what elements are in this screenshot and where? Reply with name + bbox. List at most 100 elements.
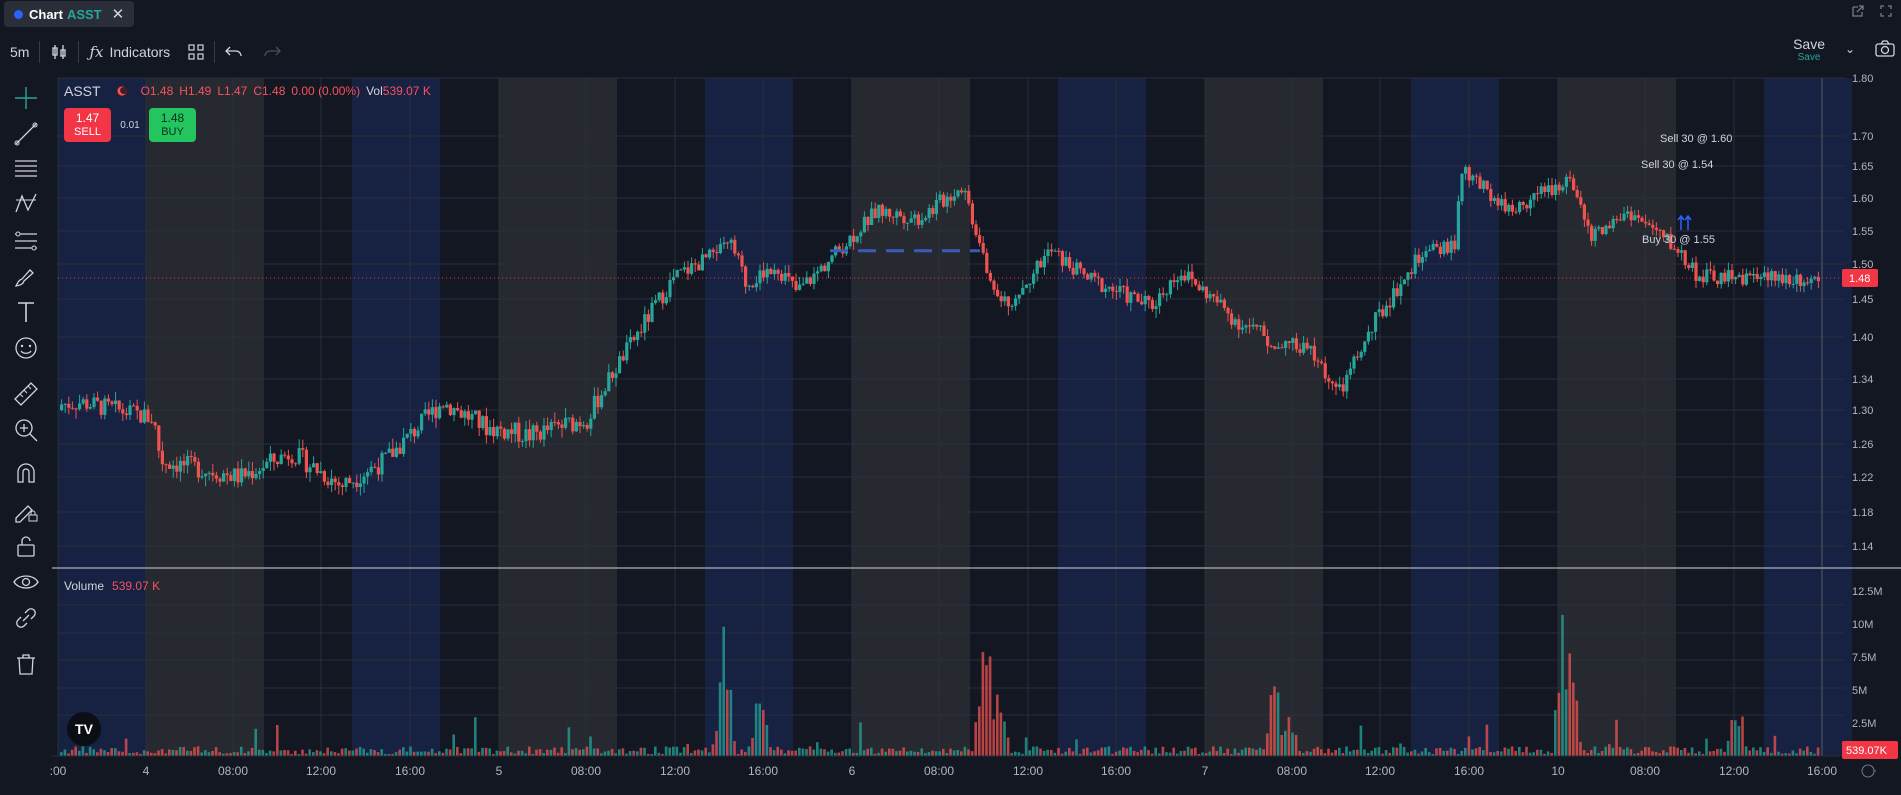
trash-icon[interactable] [12,650,40,678]
volume-bar [1708,751,1712,756]
sell-button[interactable]: 1.47 SELL [64,108,111,142]
save-button[interactable]: Save Save [1793,37,1825,64]
candle [614,373,618,378]
candle [445,404,449,408]
crosshair-icon[interactable] [12,84,40,112]
candle [1611,219,1615,229]
volume-bar [1442,750,1445,756]
magnet-icon[interactable] [12,460,40,488]
volume-bar [682,747,686,756]
candle [1143,295,1147,305]
layouts-icon[interactable] [188,36,204,68]
candle [495,426,499,437]
volume-bar [146,751,149,756]
volume-bar [805,749,808,756]
volume-bar [1554,710,1557,756]
volume-bar [171,749,175,756]
lock-drawing-icon[interactable] [12,496,40,524]
candle [873,208,877,219]
volume-bar [1636,752,1640,756]
candle [1654,227,1658,230]
undo-icon[interactable] [225,36,243,68]
volume-bar [1406,752,1409,756]
volume-bar [470,748,473,756]
candle [1226,307,1230,314]
candle [769,268,773,275]
volume-bar [1219,746,1222,756]
drawing-toolbar [0,76,52,795]
candle [718,244,722,254]
candle [1521,201,1525,206]
candle [1726,270,1730,282]
legend-symbol[interactable]: ASST [64,83,101,99]
ruler-icon[interactable] [12,380,40,408]
volume-bar [1608,744,1611,756]
candle [1075,262,1079,275]
candle [268,453,272,462]
candle [474,410,478,414]
volume-bar [1780,753,1784,756]
buy-arrow-icon [1677,214,1692,230]
chevron-down-icon[interactable]: ⌄ [1844,42,1855,56]
link-icon[interactable] [12,604,40,632]
candle [553,421,557,423]
volume-bar [765,725,769,756]
trendline-icon[interactable] [12,120,40,148]
redo-icon[interactable] [263,36,282,68]
candle [186,455,190,466]
popout-icon[interactable] [1851,4,1865,18]
candle [1712,270,1716,281]
volume-bar [1280,735,1283,756]
candle [1107,286,1111,289]
chart-tab[interactable]: Chart ASST ✕ [4,1,135,27]
horizontal-lines-icon[interactable] [12,154,40,182]
volume-bar [445,748,448,756]
close-tab-icon[interactable]: ✕ [111,6,125,23]
volume-bar [1550,752,1553,756]
eye-icon[interactable] [12,568,40,596]
maximize-icon[interactable] [1879,4,1893,18]
volume-bar [916,752,920,756]
volume-bar [330,751,333,756]
volume-bar [1539,749,1543,756]
candle [1474,175,1478,177]
candle [132,405,136,407]
pattern-icon[interactable] [12,190,40,218]
buy-button[interactable]: 1.48 BUY [149,108,196,142]
volume-bar [1136,752,1139,756]
tradingview-logo-icon[interactable]: TV [67,712,101,746]
candle [754,283,758,288]
candle [1010,305,1014,307]
candle [862,216,866,233]
candles-type-icon[interactable] [50,36,68,68]
lock-icon[interactable] [12,532,40,560]
emoji-icon[interactable] [12,334,40,362]
candle [250,471,254,479]
camera-icon[interactable] [1875,40,1895,61]
zoom-in-icon[interactable] [12,416,40,444]
brush-icon[interactable] [12,262,40,290]
fib-icon[interactable] [12,226,40,254]
candle [1453,240,1457,250]
indicators-button[interactable]: ƒx Indicators [89,36,170,68]
price-axis-tick: 1.22 [1852,472,1873,484]
candle [1435,243,1439,247]
interval-button[interactable]: 5m [10,44,30,60]
candle [506,429,510,439]
candle [585,424,589,429]
candle [1269,345,1273,347]
volume-bar [1546,751,1550,756]
candle [783,273,787,281]
candle [99,400,103,415]
candle [1280,347,1284,349]
candle [124,413,128,416]
volume-bar [1456,753,1460,756]
volume-bar [1309,751,1312,756]
text-icon[interactable] [12,298,40,326]
candle [175,465,179,472]
candle [974,224,978,236]
candle [1266,336,1270,346]
candle [780,273,784,281]
volume-bar [1014,751,1017,756]
